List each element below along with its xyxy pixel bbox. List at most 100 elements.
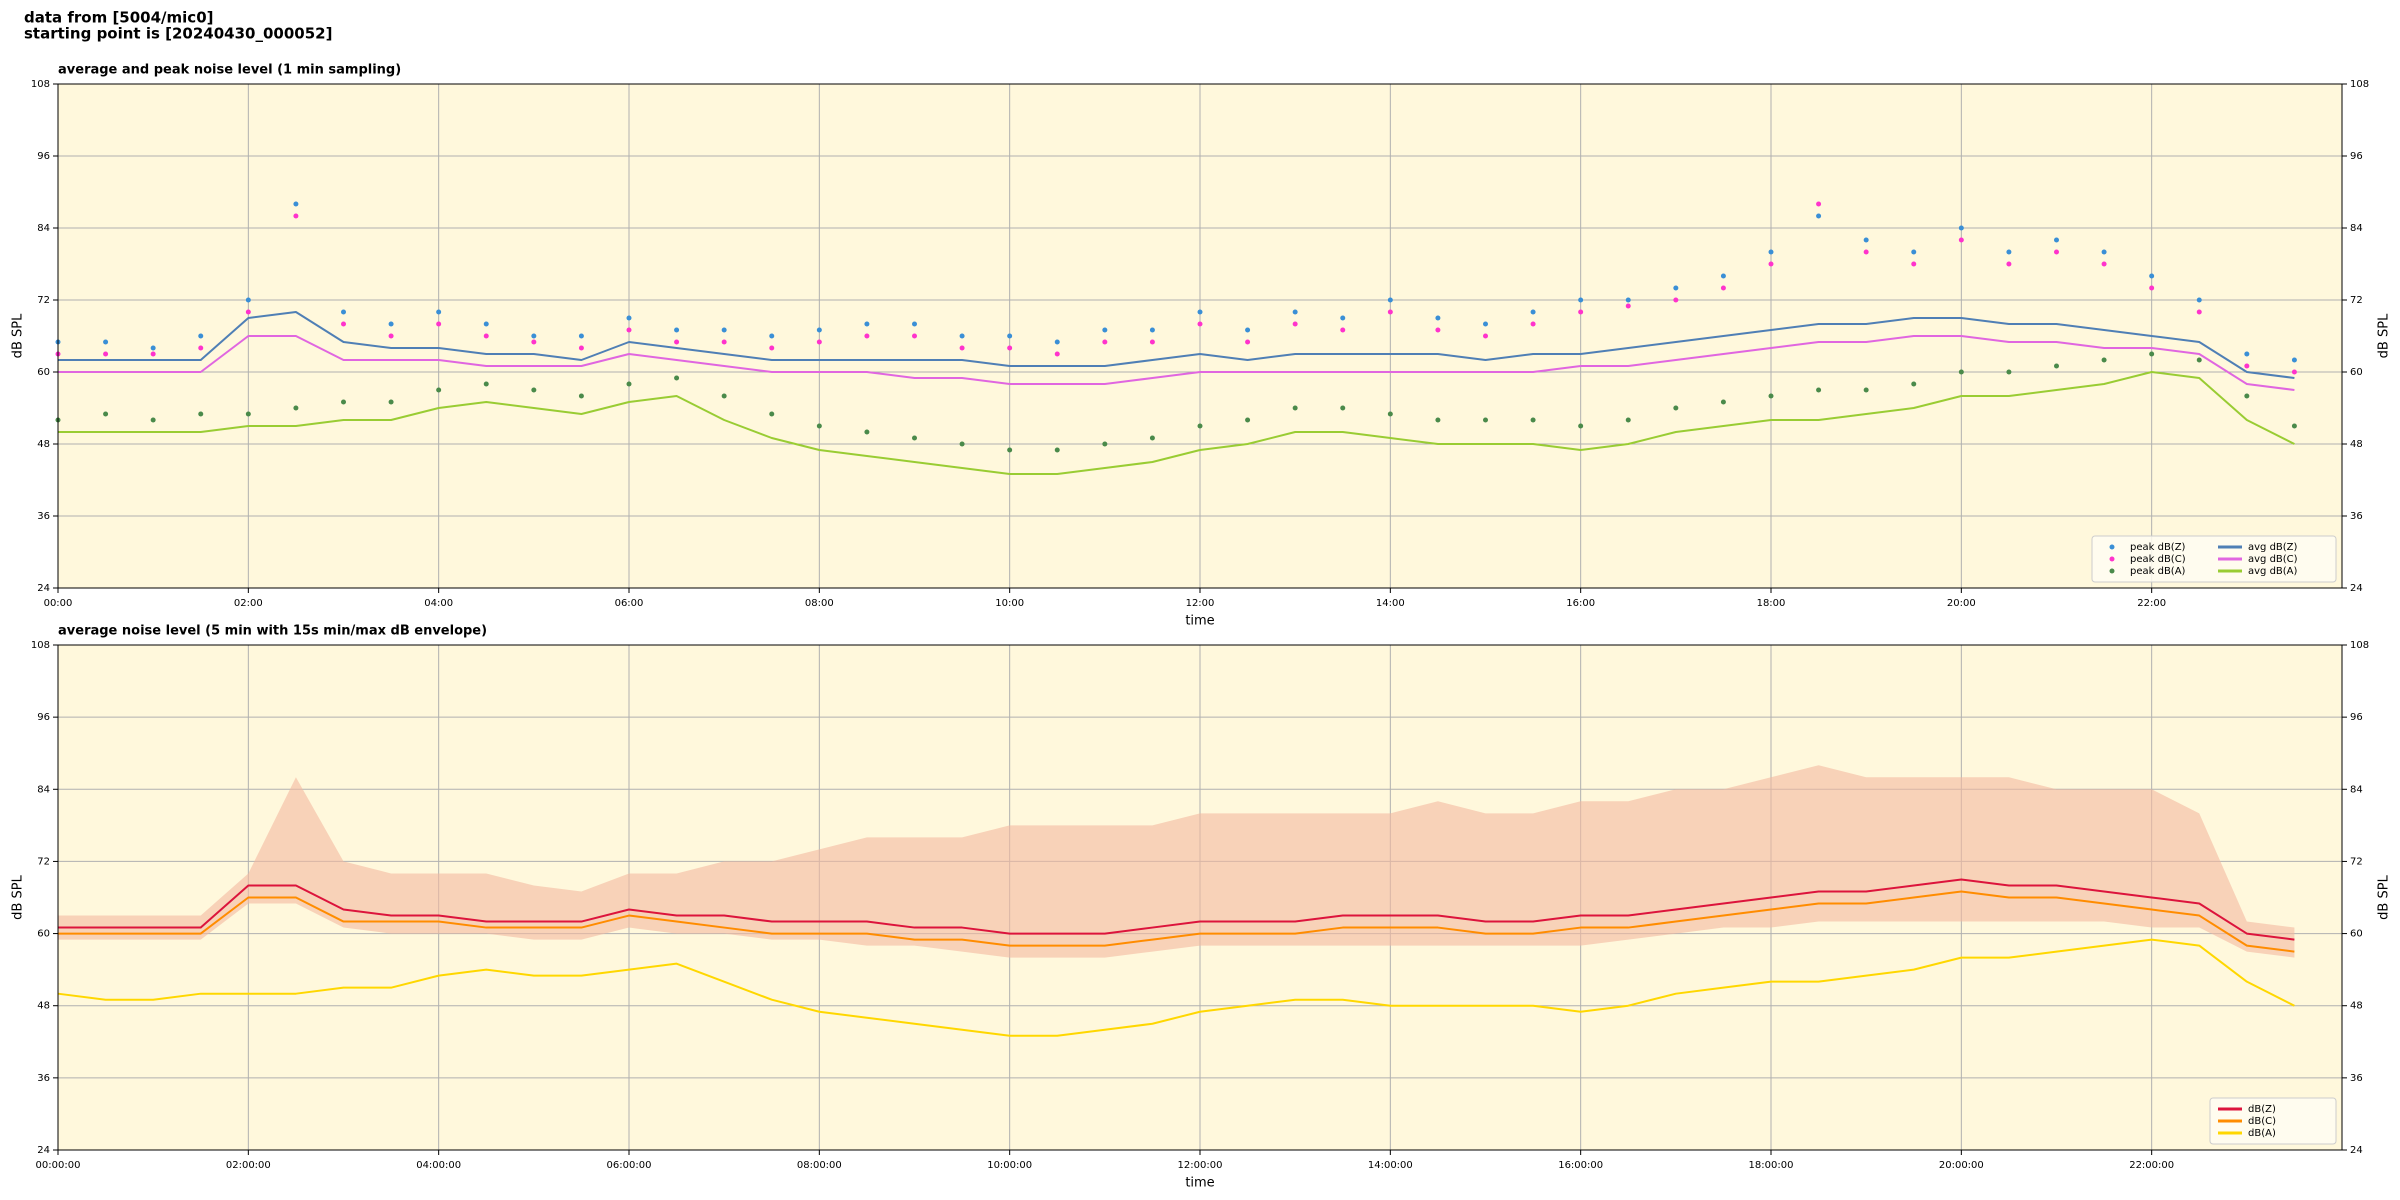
peak-dot bbox=[2054, 363, 2059, 369]
envelope-area bbox=[58, 765, 2295, 958]
peak-dot bbox=[1673, 285, 1679, 291]
peak-dot bbox=[388, 333, 394, 339]
y-tick-label: 84 bbox=[37, 784, 50, 795]
legend-label: dB(C) bbox=[2248, 1116, 2276, 1127]
peak-dot bbox=[1816, 387, 1822, 393]
legend-label: dB(Z) bbox=[2248, 1104, 2276, 1115]
peak-dot bbox=[293, 405, 299, 411]
x-tick-label: 10:00 bbox=[995, 598, 1024, 609]
peak-dot bbox=[1816, 213, 1822, 219]
peak-dot bbox=[674, 327, 680, 333]
peak-dot bbox=[1673, 297, 1679, 303]
legend-label: peak dB(A) bbox=[2130, 566, 2186, 577]
peak-dot bbox=[1007, 447, 1013, 453]
y-tick-label-right: 96 bbox=[2350, 712, 2363, 723]
peak-dot bbox=[1102, 441, 1108, 447]
peak-dot bbox=[1578, 309, 1584, 315]
x-tick-label: 08:00 bbox=[805, 598, 834, 609]
legend-label: avg dB(Z) bbox=[2248, 542, 2298, 553]
peak-dot bbox=[816, 423, 822, 429]
peak-dot bbox=[1958, 225, 1964, 231]
x-tick-label: 02:00 bbox=[234, 598, 263, 609]
y-tick-label-right: 108 bbox=[2350, 79, 2369, 90]
y-tick-label-right: 24 bbox=[2350, 1145, 2363, 1156]
peak-dot bbox=[103, 339, 109, 345]
peak-dot bbox=[1530, 321, 1536, 327]
y-tick-label: 96 bbox=[37, 712, 50, 723]
peak-dot bbox=[2054, 249, 2059, 255]
peak-dot bbox=[1292, 405, 1298, 411]
y-axis-label-right: dB SPL bbox=[2377, 874, 2392, 919]
peak-dot bbox=[1435, 417, 1441, 423]
x-tick-label: 04:00 bbox=[424, 598, 453, 609]
x-tick-label: 16:00 bbox=[1566, 598, 1595, 609]
peak-dot bbox=[1054, 447, 1060, 453]
peak-dot bbox=[959, 333, 965, 339]
peak-dot bbox=[436, 321, 442, 327]
y-tick-label: 48 bbox=[37, 1001, 50, 1012]
peak-dot bbox=[341, 399, 346, 405]
peak-dot bbox=[245, 297, 251, 303]
y-tick-label-right: 24 bbox=[2350, 583, 2363, 594]
y-tick-label-right: 36 bbox=[2350, 1073, 2363, 1084]
x-tick-label: 16:00:00 bbox=[1558, 1160, 1603, 1171]
y-tick-label: 108 bbox=[31, 79, 50, 90]
peak-dot bbox=[2291, 369, 2297, 375]
peak-dot bbox=[1720, 399, 1726, 405]
peak-dot bbox=[674, 339, 680, 345]
peak-dot bbox=[2196, 357, 2202, 363]
plot-frame bbox=[57, 644, 2343, 1151]
plot-frame bbox=[57, 83, 2343, 589]
peak-dot bbox=[198, 411, 204, 417]
peak-dot bbox=[1340, 315, 1346, 321]
y-tick-label-right: 48 bbox=[2350, 1001, 2363, 1012]
peak-dot bbox=[1578, 423, 1584, 429]
peak-dot bbox=[1625, 303, 1631, 309]
legend-label: dB(A) bbox=[2248, 1128, 2276, 1139]
x-tick-label: 20:00 bbox=[1947, 598, 1976, 609]
peak-dot bbox=[1245, 339, 1251, 345]
y-tick-label-right: 72 bbox=[2350, 295, 2363, 306]
peak-dot bbox=[436, 387, 442, 393]
peak-dot bbox=[626, 327, 632, 333]
peak-dot bbox=[341, 321, 346, 327]
peak-dot bbox=[626, 315, 632, 321]
peak-dot bbox=[1816, 201, 1822, 207]
series-line bbox=[58, 371, 2295, 475]
peak-dot bbox=[483, 381, 489, 387]
y-tick-label-right: 48 bbox=[2350, 439, 2363, 450]
peak-dot bbox=[1245, 417, 1251, 423]
peak-dot bbox=[1625, 297, 1631, 303]
peak-dot bbox=[1768, 393, 1774, 399]
x-tick-label: 10:00:00 bbox=[987, 1160, 1032, 1171]
peak-dot bbox=[2196, 297, 2202, 303]
peak-dot bbox=[1054, 351, 1060, 357]
peak-dot bbox=[1483, 333, 1488, 339]
peak-dot bbox=[912, 435, 917, 441]
x-tick-label: 12:00 bbox=[1186, 598, 1215, 609]
peak-dot bbox=[1149, 435, 1155, 441]
peak-dot bbox=[531, 339, 537, 345]
peak-dot bbox=[2149, 285, 2155, 291]
peak-dot bbox=[531, 387, 537, 393]
peak-dot bbox=[1340, 405, 1346, 411]
peak-dot bbox=[1387, 411, 1393, 417]
suptitle-line: data from [5004/mic0] bbox=[24, 9, 214, 27]
peak-dot bbox=[1720, 273, 1726, 279]
peak-dot bbox=[2006, 261, 2012, 267]
peak-dot bbox=[2149, 351, 2155, 357]
peak-dot bbox=[150, 417, 156, 423]
peak-dot bbox=[341, 309, 346, 315]
x-axis-label: time bbox=[1185, 614, 1214, 629]
chart-title: average and peak noise level (1 min samp… bbox=[58, 63, 401, 78]
peak-dot bbox=[912, 333, 917, 339]
y-tick-label-right: 108 bbox=[2350, 640, 2369, 651]
peak-dot bbox=[531, 333, 537, 339]
peak-dot bbox=[2196, 309, 2202, 315]
peak-dot bbox=[436, 309, 442, 315]
peak-dot bbox=[198, 333, 204, 339]
peak-dot bbox=[198, 345, 204, 351]
peak-dot bbox=[1149, 339, 1155, 345]
y-tick-label: 24 bbox=[37, 583, 50, 594]
